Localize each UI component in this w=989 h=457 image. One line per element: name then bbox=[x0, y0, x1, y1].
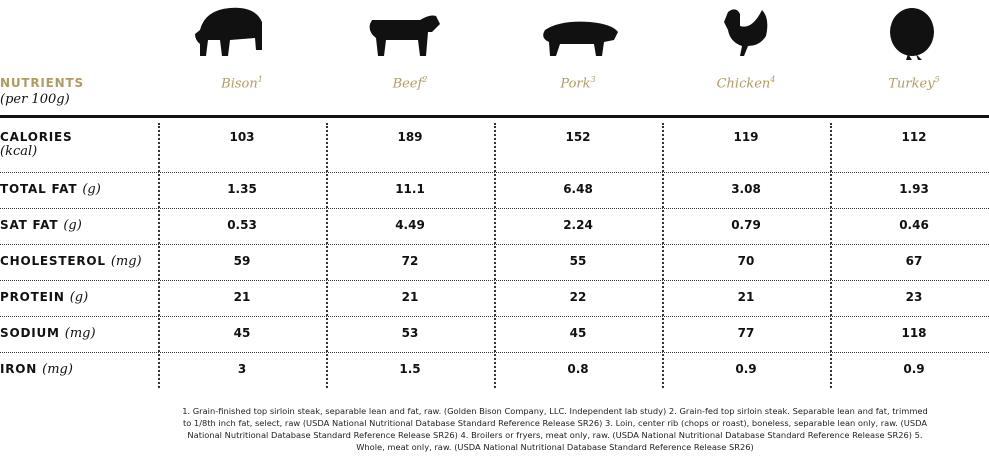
row-unit: (g) bbox=[69, 290, 89, 305]
row-unit: (kcal) bbox=[0, 144, 38, 159]
column-divider bbox=[326, 123, 328, 388]
row-label: TOTAL FAT (g) bbox=[0, 182, 101, 197]
cell-value: 23 bbox=[905, 290, 923, 304]
column-divider bbox=[662, 123, 664, 388]
cell-value: 55 bbox=[569, 254, 587, 268]
cell-value: 21 bbox=[233, 290, 251, 304]
header-title: NUTRIENTS bbox=[0, 76, 84, 90]
row-name: PROTEIN bbox=[0, 290, 65, 304]
cell-value: 6.48 bbox=[563, 182, 593, 196]
row-label: SAT FAT (g) bbox=[0, 218, 82, 233]
column-header: Bison1 bbox=[158, 75, 326, 91]
row-name: TOTAL FAT bbox=[0, 182, 78, 196]
cell-value: 1.5 bbox=[399, 362, 421, 376]
cell-value: 0.9 bbox=[735, 362, 757, 376]
column-header: Pork3 bbox=[494, 75, 662, 91]
footnote: 1. Grain-finished top sirloin steak, sep… bbox=[182, 406, 928, 452]
row-name: SAT FAT bbox=[0, 218, 59, 232]
column-note: 2 bbox=[422, 75, 428, 84]
cell-value: 112 bbox=[901, 130, 927, 144]
column-note: 1 bbox=[257, 75, 263, 84]
cell-value: 4.49 bbox=[395, 218, 425, 232]
row-name: SODIUM bbox=[0, 326, 60, 340]
row-label: IRON (mg) bbox=[0, 362, 73, 377]
cell-value: 103 bbox=[229, 130, 255, 144]
row-unit: (g) bbox=[82, 182, 101, 197]
cell-value: 1.35 bbox=[227, 182, 257, 196]
row-unit: (mg) bbox=[42, 362, 73, 377]
column-note: 5 bbox=[934, 75, 940, 84]
cell-value: 0.46 bbox=[899, 218, 929, 232]
header-subtitle: (per 100g) bbox=[0, 92, 70, 107]
cell-value: 70 bbox=[737, 254, 755, 268]
cell-value: 22 bbox=[569, 290, 587, 304]
cell-value: 72 bbox=[401, 254, 419, 268]
cell-value: 0.9 bbox=[903, 362, 925, 376]
cell-value: 0.8 bbox=[567, 362, 589, 376]
column-divider bbox=[494, 123, 496, 388]
column-note: 3 bbox=[590, 75, 596, 84]
column-divider bbox=[158, 123, 160, 388]
cell-value: 189 bbox=[397, 130, 423, 144]
row-label: CALORIES (kcal) bbox=[0, 130, 72, 159]
animal-icons bbox=[195, 7, 934, 61]
row-label: PROTEIN (g) bbox=[0, 290, 88, 305]
row-unit: (mg) bbox=[64, 326, 96, 341]
cell-value: 0.79 bbox=[731, 218, 761, 232]
cell-value: 0.53 bbox=[227, 218, 257, 232]
column-header: Beef2 bbox=[326, 75, 494, 91]
column-note: 4 bbox=[770, 75, 776, 84]
column-name: Turkey bbox=[888, 76, 935, 92]
cell-value: 1.93 bbox=[899, 182, 929, 196]
column-header: Turkey5 bbox=[830, 75, 989, 91]
cell-value: 3 bbox=[237, 362, 247, 376]
cell-value: 77 bbox=[737, 326, 755, 340]
row-unit: (g) bbox=[63, 218, 82, 233]
cell-value: 119 bbox=[733, 130, 759, 144]
row-name: CALORIES bbox=[0, 130, 73, 144]
row-name: IRON bbox=[0, 362, 38, 376]
column-divider bbox=[830, 123, 832, 388]
cell-value: 45 bbox=[569, 326, 587, 340]
row-label: SODIUM (mg) bbox=[0, 326, 96, 341]
cell-value: 53 bbox=[401, 326, 419, 340]
row-unit: (mg) bbox=[110, 254, 142, 269]
cell-value: 67 bbox=[905, 254, 923, 268]
cell-value: 59 bbox=[233, 254, 251, 268]
cell-value: 3.08 bbox=[731, 182, 761, 196]
cell-value: 45 bbox=[233, 326, 251, 340]
cell-value: 152 bbox=[565, 130, 591, 144]
cell-value: 21 bbox=[737, 290, 755, 304]
column-name: Beef bbox=[392, 76, 423, 92]
row-name: CHOLESTEROL bbox=[0, 254, 106, 268]
cell-value: 21 bbox=[401, 290, 419, 304]
cell-value: 118 bbox=[901, 326, 927, 340]
row-label: CHOLESTEROL (mg) bbox=[0, 254, 142, 269]
cell-value: 11.1 bbox=[395, 182, 425, 196]
column-name: Bison bbox=[221, 76, 258, 92]
column-name: Chicken bbox=[716, 76, 771, 92]
header-rule bbox=[0, 115, 989, 118]
column-name: Pork bbox=[560, 76, 591, 92]
column-header: Chicken4 bbox=[662, 75, 830, 91]
cell-value: 2.24 bbox=[563, 218, 593, 232]
